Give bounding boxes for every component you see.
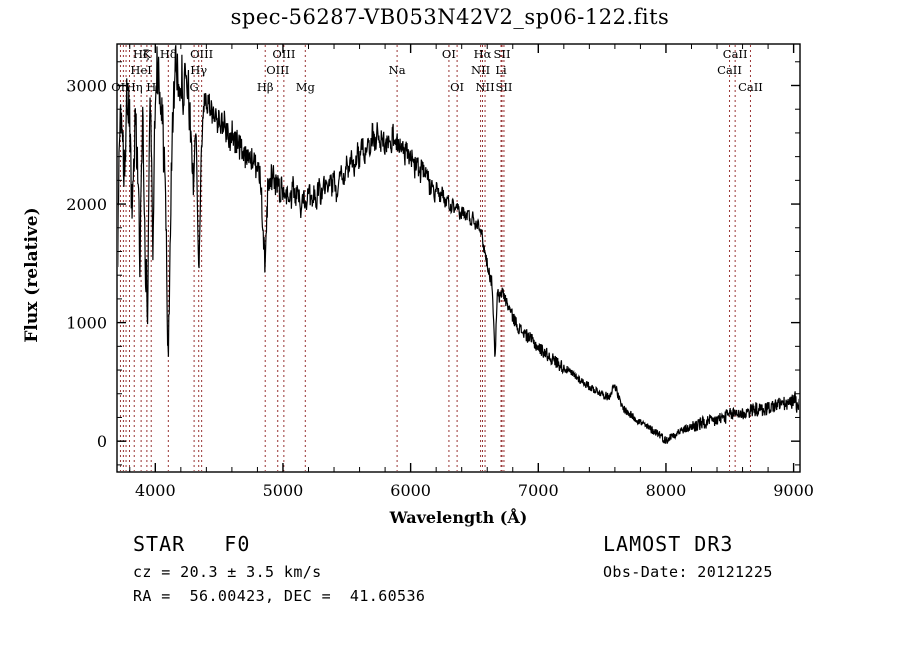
x-tick-label: 4000: [135, 481, 176, 500]
radial-velocity: cz = 20.3 ± 3.5 km/s: [133, 563, 322, 581]
line-marker-group: [119, 45, 751, 471]
line-label: OIII: [190, 47, 213, 61]
obs-date: Obs-Date: 20121225: [603, 563, 773, 581]
line-label: Hζ: [133, 47, 149, 61]
line-label: Hδ: [160, 47, 177, 61]
line-label: Hβ: [257, 80, 274, 94]
line-label: OII: [111, 80, 130, 94]
line-label: SII: [494, 47, 511, 61]
y-tick-label: 1000: [66, 314, 107, 333]
y-tick-label: 0: [97, 432, 107, 451]
line-label: Mg: [296, 80, 316, 94]
coordinates: RA = 56.00423, DEC = 41.60536: [133, 587, 426, 605]
line-label: K: [143, 47, 152, 61]
line-label: OI: [442, 47, 456, 61]
footer-right: LAMOST DR3 Obs-Date: 20121225: [603, 532, 883, 587]
object-class: STAR F0: [133, 532, 251, 556]
spectrum-trace: [118, 45, 799, 444]
line-label: NII: [471, 63, 490, 77]
line-label: Hη: [126, 80, 143, 94]
line-label: CaII: [717, 63, 742, 77]
line-label: OI: [450, 80, 464, 94]
y-tick-label: 2000: [66, 195, 107, 214]
survey-release: LAMOST DR3: [603, 532, 734, 556]
y-tick-label: 3000: [66, 76, 107, 95]
x-axis-label: Wavelength (Å): [389, 508, 528, 527]
line-label: Li: [495, 63, 507, 77]
line-label-group: OII Hζ HeI Hη K H Hδ OIII Hγ G OIII OIII Hβ Mg Na OI OI H…: [111, 47, 763, 94]
line-label: Hγ: [190, 63, 207, 77]
line-label: Na: [389, 63, 406, 77]
line-label: CaII: [738, 80, 763, 94]
x-tick-label: 8000: [646, 481, 687, 500]
footer-left: STAR F0 cz = 20.3 ± 3.5 km/s RA = 56.004…: [133, 532, 553, 611]
line-label: OIII: [272, 47, 295, 61]
line-label: H: [146, 80, 156, 94]
plot-frame: [116, 43, 801, 473]
x-tick-label: 5000: [263, 481, 304, 500]
axis-ticks: 4000 5000 6000 7000 8000 9000 0 1000 2000 3000: [66, 44, 814, 500]
line-label: G: [190, 80, 199, 94]
page-title: spec-56287-VB053N42V2_sp06-122.fits: [230, 5, 670, 29]
x-tick-label: 7000: [518, 481, 559, 500]
line-label: HeI: [130, 63, 151, 77]
x-tick-label: 6000: [390, 481, 431, 500]
line-label: NII: [475, 80, 494, 94]
line-label: CaII: [723, 47, 748, 61]
line-label: OIII: [266, 63, 289, 77]
x-tick-label: 9000: [773, 481, 814, 500]
line-label: Hα: [474, 47, 492, 61]
line-label: SII: [495, 80, 512, 94]
